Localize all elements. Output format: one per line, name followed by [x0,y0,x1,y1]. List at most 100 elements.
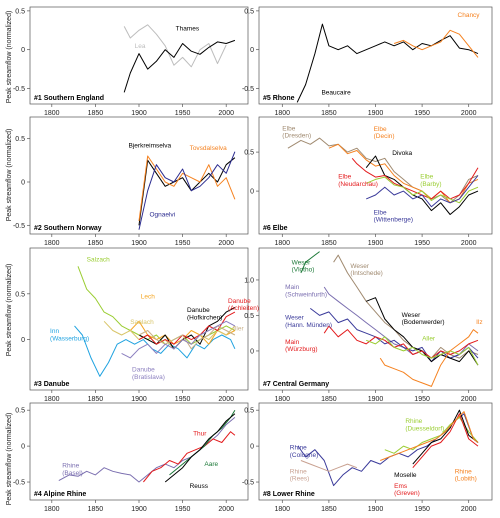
x-tick-label: 1900 [131,240,147,247]
y-tick-label: 0 [250,348,254,355]
y-tick-label: 0.5 [244,150,254,157]
panel-5-rhone: 1800 1850 1900 1950 2000 0.5 0 -0.5 Beaucaire Cha… [242,6,493,117]
x-tick-label: 2000 [218,396,234,403]
series-line-elbe-neudarchau [351,157,479,200]
series-label-danube-achleiten: Danube (Achleiten) [228,298,259,312]
panel-6-elbe: 1800 1850 1900 1950 2000 0.5 0 Elbe (Dresden) Elb… [244,116,493,247]
y-axis-label-row3: Peak streamflow (normalized) [6,264,13,357]
x-tick-label: 1850 [321,110,337,117]
series-label-elbe-barby: Elbe (Barby) [420,174,441,188]
series-label-ognaelvi: Ognaelvi [149,212,175,219]
series-line-danube-bratislava [121,320,236,359]
panel-2-southern-norway: 1800 1850 1900 1950 2000 0.5 0 -0.5 Bjerkreimsel… [13,116,249,247]
series-label-ems-greven: Ems (Greven) [394,483,420,497]
series-label-salzach: Salzach [87,257,111,264]
x-tick-label: 1800 [44,396,60,403]
y-tick-label: 0 [21,337,25,344]
x-tick-label: 1900 [131,396,147,403]
series-line-danube-achleiten [138,311,236,345]
series-line-elbe-barby [366,176,479,204]
x-tick-label: 1800 [44,506,60,513]
panel-frame [29,402,249,501]
series-label-elbe-neudarchau: Elbe (Neudarchau) [338,174,378,188]
x-tick-label: 1850 [321,506,337,513]
series-label-elbe-wittenberge: Elbe (Wittenberge) [374,210,413,224]
series-line-rhine-basel [58,417,236,483]
series-label-danube-bratislava: Danube (Bratislava) [132,367,165,381]
x-tick-label: 1850 [88,396,104,403]
panel-title: #3 Danube [34,381,70,388]
y-tick-label: -0.5 [13,480,25,487]
panel-title: #4 Alpine Rhine [34,491,86,498]
x-tick-label: 1800 [275,110,291,117]
series-label-bjerkreimselva: Bjerkreimselva [129,142,172,149]
x-tick-label: 1850 [88,110,104,117]
series-line-saalach [103,320,236,350]
y-tick-label: 0 [21,180,25,187]
x-tick-label: 2000 [218,240,234,247]
series-label-iller: Iller [233,325,244,332]
panel-1-southern-england: 1800 1850 1900 1950 2000 0.5 0 -0.5 Lea Thames #1 … [13,6,249,117]
series-label-chancy: Chancy [458,12,481,19]
series-line-weser-intschede [333,254,479,359]
x-tick-label: 1800 [44,240,60,247]
panel-8-lower-rhine: 1800 1850 1900 1950 2000 0.5 0 -0.5 Rhine (Cologn… [242,402,493,513]
x-tick-label: 1900 [368,110,384,117]
y-tick-label: 0 [21,47,25,54]
y-tick-label: -0.5 [13,223,25,230]
series-line-moselle [412,409,479,465]
series-label-weser-bodenwerder: Weser (Bodenwerder) [402,312,445,326]
panel-title: #5 Rhone [263,95,295,102]
series-line-thur [143,431,236,483]
y-tick-label: -0.5 [242,480,254,487]
series-label-rhine-basel: Rhine (Basel) [62,463,83,477]
series-label-aller: Aller [422,335,436,342]
series-label-elbe-decin: Elbe (Decin) [374,126,395,140]
panel-title: #6 Elbe [263,225,288,232]
x-tick-label: 2000 [218,506,234,513]
series-line-bjerkreimselva [138,157,236,226]
x-tick-label: 1950 [175,110,191,117]
x-tick-label: 1950 [414,506,430,513]
series-label-beaucaire: Beaucaire [321,90,351,97]
series-label-danube-hofkirchen: Danube (Hofkirchen) [187,307,222,321]
panel-4-alpine-rhine: 1800 1850 1900 1950 2000 0.5 0 -0.5 Rhine (Basel)… [13,402,249,513]
series-label-tovsdalselva: Tovsdalselva [190,145,228,152]
series-label-weser-vlotho: Weser (Vlotho) [292,259,315,273]
x-tick-label: 2000 [461,396,477,403]
x-tick-label: 1800 [275,506,291,513]
series-line-ems-greven [412,413,479,469]
series-label-main-w-rzburg: Main (Würzburg) [285,339,318,353]
series-label-ilz: Ilz [476,319,483,326]
series-label-thur: Thur [193,430,207,437]
x-tick-label: 1950 [414,240,430,247]
y-tick-label: 1.0 [244,277,254,284]
series-label-lech: Lech [141,293,155,300]
x-tick-label: 1950 [175,506,191,513]
x-tick-label: 1950 [414,396,430,403]
series-label-main-schweinfurth: Main (Schweinfurth) [285,284,327,298]
y-tick-label: 0 [250,444,254,451]
x-tick-label: 2000 [461,506,477,513]
y-tick-label: 0 [250,47,254,54]
series-label-saalach: Saalach [130,319,154,326]
x-tick-label: 1950 [175,240,191,247]
y-tick-label: 0.5 [244,8,254,15]
y-tick-label: -0.5 [242,86,254,93]
x-tick-label: 2000 [218,110,234,117]
series-label-lea: Lea [135,43,146,50]
series-line-main-w-rzburg [323,325,479,359]
series-line-rhine-lobith [380,411,479,461]
x-tick-label: 1950 [414,110,430,117]
series-label-aare: Aare [204,461,218,468]
series-label-elbe-dresden: Elbe (Dresden) [282,125,311,139]
x-tick-label: 1800 [44,110,60,117]
series-line-tovsdalselva [138,155,236,222]
x-tick-label: 1900 [368,506,384,513]
panel-title: #8 Lower Rhine [263,491,315,498]
series-line-elbe-wittenberge [366,175,479,208]
y-tick-label: 0.5 [15,136,25,143]
x-tick-label: 1800 [275,396,291,403]
panel-frame [29,116,249,235]
x-tick-label: 1800 [275,240,291,247]
